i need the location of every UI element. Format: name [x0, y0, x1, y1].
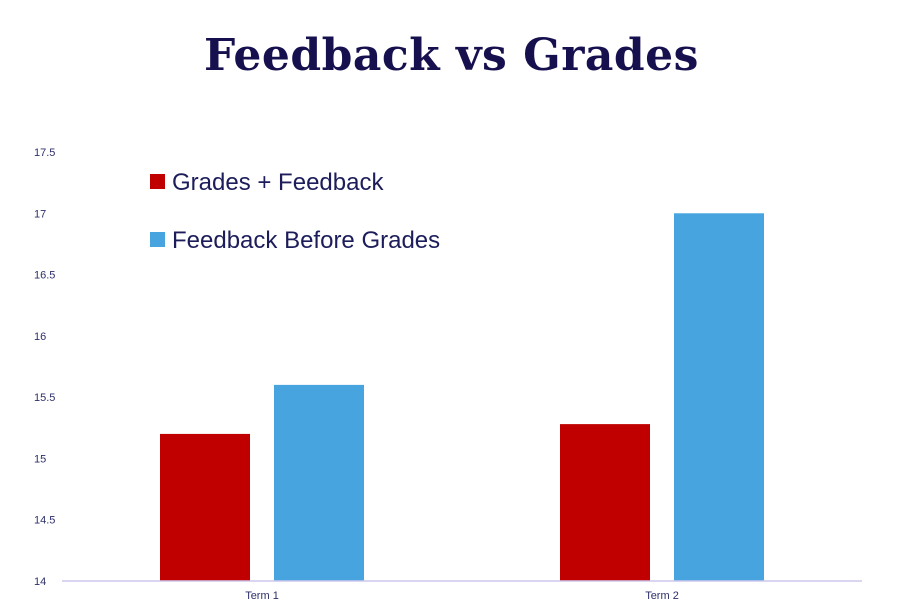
y-tick-label: 17 [34, 208, 46, 220]
y-tick-label: 17.5 [34, 147, 55, 159]
y-tick-label: 15 [34, 453, 46, 465]
x-tick-label: Term 1 [245, 590, 279, 602]
chart-title: Feedback vs Grades [204, 30, 699, 81]
bar-grades-feedback-2 [560, 424, 650, 581]
legend: Grades + Feedback Feedback Before Grades [150, 169, 440, 254]
y-tick-label: 16 [34, 331, 46, 343]
y-tick-label: 16.5 [34, 270, 55, 282]
x-axis-ticks: Term 1 Term 2 [245, 590, 679, 602]
y-tick-label: 14.5 [34, 515, 55, 527]
y-tick-label: 14 [34, 576, 46, 588]
legend-label: Grades + Feedback [172, 169, 384, 196]
bar-feedback-before-grades-2 [674, 213, 764, 582]
legend-label: Feedback Before Grades [172, 227, 440, 254]
x-tick-label: Term 2 [645, 590, 679, 602]
y-axis-ticks: 14 14.5 15 15.5 16 16.5 17 17.5 [34, 147, 55, 588]
bars [160, 213, 764, 582]
bar-feedback-before-grades-1 [274, 384, 364, 581]
bar-grades-feedback-1 [160, 433, 250, 581]
legend-swatch [150, 232, 165, 247]
y-tick-label: 15.5 [34, 392, 55, 404]
legend-swatch [150, 174, 165, 189]
